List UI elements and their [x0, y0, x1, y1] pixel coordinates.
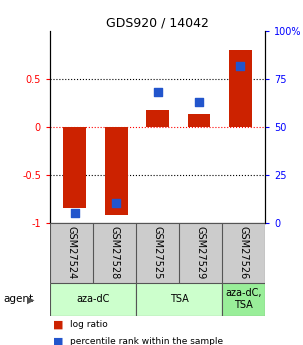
- Bar: [50, 283, 136, 316]
- Bar: [222, 283, 265, 316]
- Bar: [229, 50, 252, 127]
- Text: agent: agent: [3, 294, 33, 304]
- Text: GSM27529: GSM27529: [195, 226, 206, 279]
- Text: percentile rank within the sample: percentile rank within the sample: [70, 337, 223, 345]
- Point: [238, 63, 243, 68]
- Bar: [63, 127, 86, 208]
- Bar: [136, 283, 222, 316]
- Title: GDS920 / 14042: GDS920 / 14042: [106, 17, 209, 30]
- Text: aza-dC: aza-dC: [76, 294, 110, 304]
- Text: ■: ■: [53, 337, 64, 345]
- Text: ▶: ▶: [27, 294, 35, 304]
- Text: GSM27524: GSM27524: [66, 226, 77, 279]
- Text: log ratio: log ratio: [70, 320, 108, 329]
- Point: [114, 200, 118, 206]
- Point: [72, 210, 77, 216]
- Text: GSM27528: GSM27528: [109, 226, 120, 279]
- Text: ■: ■: [53, 319, 64, 329]
- Bar: [188, 114, 210, 127]
- Bar: [146, 110, 169, 127]
- Text: GSM27525: GSM27525: [152, 226, 163, 279]
- Text: aza-dC,
TSA: aza-dC, TSA: [225, 288, 262, 310]
- Text: GSM27526: GSM27526: [238, 226, 249, 279]
- Text: TSA: TSA: [170, 294, 188, 304]
- Point: [197, 99, 201, 105]
- Bar: [105, 127, 128, 215]
- Point: [155, 90, 160, 95]
